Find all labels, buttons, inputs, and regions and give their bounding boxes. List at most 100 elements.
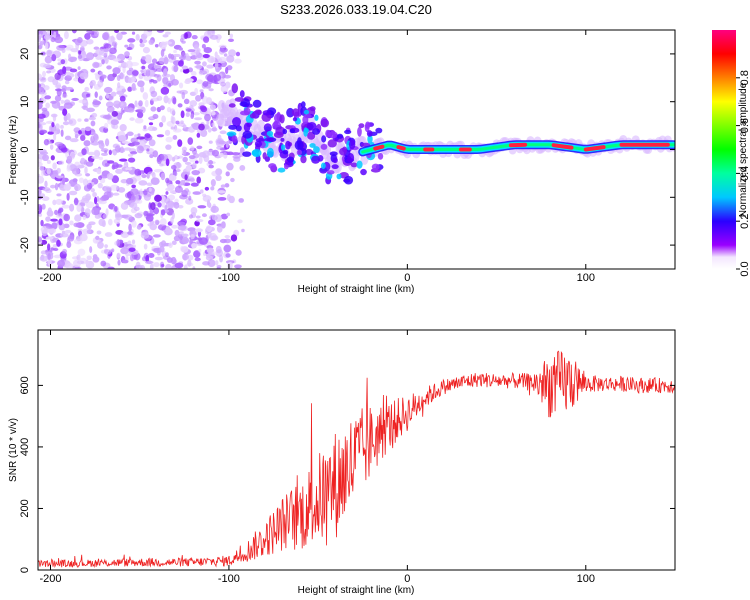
spectrogram-track-blob <box>375 127 383 134</box>
spectrogram-noise-blob <box>76 254 81 261</box>
spectrogram-track-blob <box>266 130 274 137</box>
spectrogram-noise-blob <box>160 172 166 181</box>
spectrogram-noise-blob <box>38 30 41 35</box>
spectrogram-track-blob <box>262 110 271 116</box>
spectrogram-noise-blob <box>86 107 96 113</box>
spectrogram-noise-blob <box>57 259 66 268</box>
spectrogram-noise-blob <box>84 32 91 40</box>
spectrogram-noise-blob <box>66 112 71 121</box>
spectrogram-band-peak <box>551 143 574 150</box>
spectrogram-noise-blob <box>104 138 110 147</box>
spectrogram-noise-blob <box>142 46 151 54</box>
spectrogram-noise-blob <box>237 219 243 224</box>
spectrogram-noise-blob <box>187 137 194 145</box>
spectrogram-noise-blob <box>153 65 162 70</box>
spectrogram-noise-blob <box>116 32 123 41</box>
spectrogram-noise-blob <box>189 178 195 182</box>
spectrogram-noise-blob <box>156 30 165 33</box>
spectrogram-noise-blob <box>112 58 122 62</box>
spectrogram-noise-blob <box>152 113 159 120</box>
spectrogram-track-blob <box>311 155 321 164</box>
spectrogram-noise-blob <box>191 170 200 176</box>
spectrogram-noise-blob <box>125 253 132 257</box>
spectrogram-noise-blob <box>178 82 184 89</box>
spectrogram-noise-blob <box>38 161 43 167</box>
spectrogram-noise-blob <box>228 49 237 57</box>
spectrogram-track-blob <box>309 106 316 112</box>
spectrogram-noise-blob <box>62 177 66 185</box>
spectrogram-track-blob <box>232 117 242 127</box>
spectrogram-noise-blob <box>84 208 91 216</box>
spectrogram-noise-blob <box>210 178 216 187</box>
spectrogram-noise-blob <box>140 86 145 93</box>
spectrogram-noise-blob <box>116 85 126 94</box>
spectrogram-noise-blob <box>174 229 180 237</box>
spectrogram-noise-blob <box>106 160 115 164</box>
spectrogram-noise-blob <box>216 266 221 269</box>
spectrogram-track-blob <box>296 149 303 156</box>
spectrogram-noise-blob <box>183 149 187 155</box>
spectrogram-noise-blob <box>148 139 156 147</box>
spectrogram-noise-blob <box>157 224 167 231</box>
spectrogram-noise-blob <box>193 47 201 54</box>
spectrogram-noise-blob <box>191 34 198 40</box>
spectrogram-noise-blob <box>241 228 245 233</box>
spectrogram-noise-blob <box>130 188 139 196</box>
spectrogram-noise-blob <box>214 61 219 69</box>
spectrogram-noise-blob <box>221 221 226 229</box>
spectrogram-noise-blob <box>148 39 154 45</box>
spectrogram-noise-blob <box>226 212 231 217</box>
spectrogram-noise-blob <box>66 71 71 75</box>
spectrogram-noise-blob <box>77 118 82 122</box>
spectrogram-noise-blob <box>61 93 68 99</box>
spectrogram-noise-blob <box>142 92 149 100</box>
spectrogram-noise-blob <box>177 139 183 147</box>
spectrogram-noise-blob <box>131 184 136 189</box>
spectrogram-noise-blob <box>106 186 112 192</box>
spectrogram-noise-blob <box>164 31 171 35</box>
spectrogram-noise-blob <box>108 94 114 101</box>
spectrogram-noise-blob <box>92 191 97 198</box>
spectrogram-noise-blob <box>159 163 164 167</box>
spectrogram-noise-blob <box>108 218 113 226</box>
spectrogram-noise-blob <box>98 175 103 181</box>
spectrogram-noise-blob <box>48 141 52 145</box>
spectrogram-noise-blob <box>93 133 99 142</box>
spectrogram-noise-blob <box>126 46 133 51</box>
spectrogram-noise-blob <box>80 206 85 213</box>
spectrogram-noise-blob <box>65 44 74 50</box>
spectrogram-noise-blob <box>144 134 153 141</box>
spectrogram-noise-blob <box>46 159 51 165</box>
spectrogram-noise-blob <box>38 73 43 81</box>
spectrogram-noise-blob <box>84 86 90 92</box>
spectrogram-noise-blob <box>80 157 86 163</box>
snr-ylabel: SNR (10 * v/v) <box>8 418 19 482</box>
spectrogram-noise-blob <box>73 197 79 206</box>
spectrogram-noise-blob <box>205 225 213 233</box>
spectrogram-noise-blob <box>82 214 87 221</box>
snr-x-tick-label: -100 <box>218 573 240 585</box>
spectrogram-track-blob <box>336 133 344 139</box>
spectrogram-track-blob <box>243 107 251 116</box>
spectrogram-track-blob <box>249 113 256 119</box>
spectrogram-track-blob <box>268 163 277 169</box>
spectrogram-noise-blob <box>98 95 103 101</box>
spectrogram-noise-blob <box>206 120 210 125</box>
spectrogram-noise-blob <box>131 220 137 228</box>
spectrogram-noise-blob <box>207 127 212 133</box>
spectrogram-noise-blob <box>190 234 195 240</box>
spectrogram-noise-blob <box>80 134 86 141</box>
spectrogram-noise-blob <box>111 175 119 184</box>
spectrogram-noise-blob <box>60 124 64 129</box>
spectrogram-noise-blob <box>52 114 57 122</box>
spectrogram-noise-blob <box>224 234 231 239</box>
spectrogram-track-blob <box>226 131 237 137</box>
spectrogram-noise-blob <box>225 253 231 258</box>
spectrogram-noise-blob <box>77 36 83 44</box>
spectrogram-noise-blob <box>145 214 154 222</box>
spectrogram-track-blob <box>266 147 274 158</box>
spectrogram-noise-blob <box>106 173 114 180</box>
spectrogram-noise-blob <box>96 168 102 175</box>
spectrogram-noise-blob <box>70 48 79 53</box>
spectrogram-noise-blob <box>106 65 112 70</box>
